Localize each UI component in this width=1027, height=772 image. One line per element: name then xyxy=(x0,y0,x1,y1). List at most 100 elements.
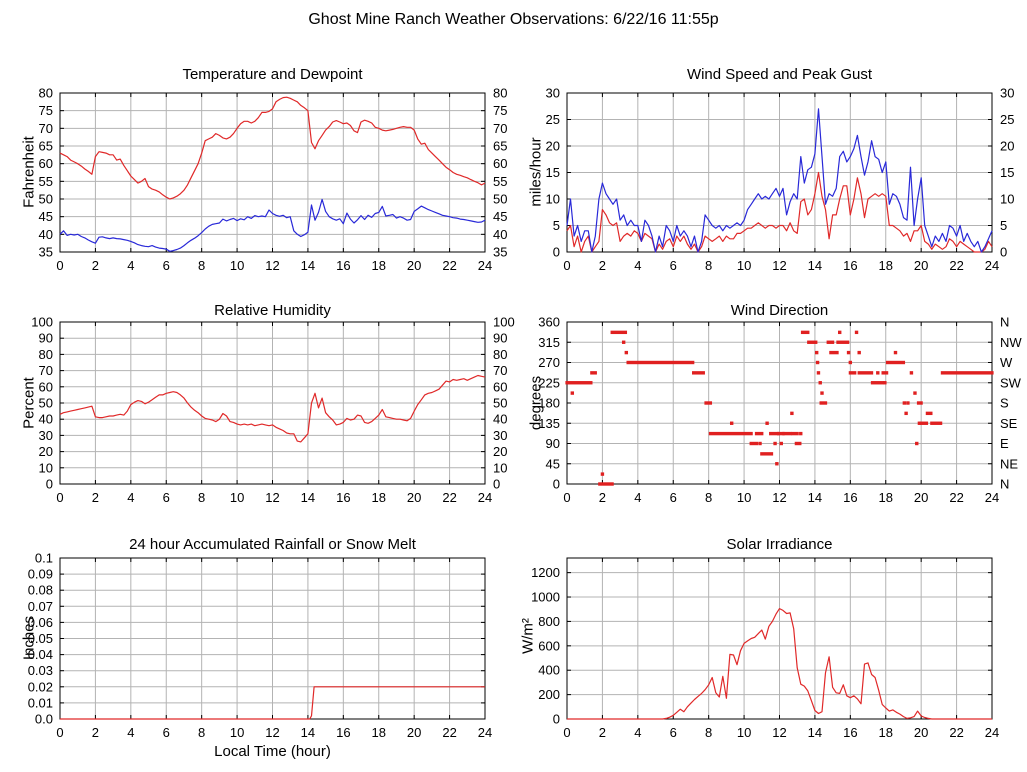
y-tick-label: 1200 xyxy=(531,565,560,580)
x-tick-label: 14 xyxy=(301,725,315,740)
y-tick-label-right: 30 xyxy=(1000,86,1014,101)
page-title: Ghost Mine Ranch Weather Observations: 6… xyxy=(308,11,719,28)
wind-direction-band xyxy=(925,411,933,416)
y-tick-label-right: 20 xyxy=(493,444,507,459)
x-tick-label: 22 xyxy=(442,258,456,273)
wind-direction-band xyxy=(940,371,994,375)
x-tick-label: 16 xyxy=(336,258,350,273)
wind-direction-point xyxy=(765,421,769,425)
y-tick-label: 0.01 xyxy=(28,695,53,710)
y-tick-label-right: 80 xyxy=(493,86,507,101)
y-tick-label: 65 xyxy=(39,139,53,154)
y-tick-label: 360 xyxy=(538,315,560,330)
y-tick-label: 10 xyxy=(546,192,560,207)
y-tick-label: 35 xyxy=(39,245,53,260)
y-tick-label: 180 xyxy=(538,396,560,411)
wind-direction-band xyxy=(754,431,764,436)
y-tick-label: 50 xyxy=(39,396,53,411)
y-tick-label: 80 xyxy=(39,347,53,362)
y-tick-label: 90 xyxy=(39,331,53,346)
x-tick-label: 2 xyxy=(92,490,99,505)
wind-direction-point xyxy=(854,330,859,335)
wind-direction-point xyxy=(600,472,605,476)
y-tick-label-right: 20 xyxy=(1000,139,1014,154)
x-tick-label: 8 xyxy=(705,725,712,740)
y-tick-label: 5 xyxy=(553,218,560,233)
x-tick-label: 18 xyxy=(372,725,386,740)
wind-direction-band xyxy=(782,431,792,436)
wind-direction-band xyxy=(836,340,850,344)
y-tick-label: 25 xyxy=(546,112,560,127)
y-tick-label-right: 65 xyxy=(493,139,507,154)
x-tick-label: 14 xyxy=(808,490,822,505)
y-tick-label: 15 xyxy=(546,165,560,180)
x-tick-label: 22 xyxy=(442,725,456,740)
wind-direction-point xyxy=(729,421,734,425)
y-tick-label: 50 xyxy=(39,192,53,207)
y-tick-label: 400 xyxy=(538,663,560,678)
wind-direction-point xyxy=(906,401,910,405)
wind-direction-point xyxy=(773,441,777,446)
wind-direction-band xyxy=(819,401,828,405)
y-tick-label: 0.02 xyxy=(28,679,53,694)
x-tick-label: 8 xyxy=(198,490,205,505)
compass-label: NW xyxy=(1000,335,1022,350)
wind-direction-point xyxy=(915,441,919,446)
wind-direction-band xyxy=(829,350,839,355)
x-tick-label: 18 xyxy=(879,490,893,505)
wind-direction-point xyxy=(818,381,822,385)
x-tick-label: 6 xyxy=(670,490,677,505)
x-tick-label: 24 xyxy=(478,725,492,740)
chart-title-wind: Wind Speed and Peak Gust xyxy=(686,66,873,83)
series-relative_humidity xyxy=(59,374,486,443)
x-tick-label: 14 xyxy=(808,725,822,740)
compass-label: E xyxy=(1000,436,1009,451)
y-tick-label-right: 100 xyxy=(493,315,515,330)
y-tick-label: 20 xyxy=(39,444,53,459)
y-tick-label-right: 35 xyxy=(493,245,507,260)
x-tick-label: 20 xyxy=(914,725,928,740)
y-tick-label-right: 70 xyxy=(493,363,507,378)
wind-direction-point xyxy=(904,411,908,416)
y-tick-label-right: 0 xyxy=(493,477,500,492)
x-tick-label: 20 xyxy=(407,725,421,740)
x-tick-label: 12 xyxy=(265,490,279,505)
y-tick-label: 315 xyxy=(538,335,560,350)
x-tick-label: 4 xyxy=(127,258,134,273)
y-tick-label-right: 45 xyxy=(493,209,507,224)
y-tick-label: 600 xyxy=(538,638,560,653)
y-tick-label: 1000 xyxy=(531,590,560,605)
x-tick-label: 10 xyxy=(737,725,751,740)
y-tick-label-right: 50 xyxy=(493,192,507,207)
y-tick-label-right: 90 xyxy=(493,331,507,346)
x-tick-label: 24 xyxy=(985,725,999,740)
y-tick-label: 0.03 xyxy=(28,663,53,678)
x-tick-label: 12 xyxy=(772,490,786,505)
x-tick-label: 0 xyxy=(563,725,570,740)
x-tick-label: 8 xyxy=(198,725,205,740)
wind-direction-band xyxy=(870,381,884,385)
x-tick-label: 20 xyxy=(407,490,421,505)
x-tick-label: 8 xyxy=(705,258,712,273)
x-tick-label: 16 xyxy=(336,725,350,740)
wind-direction-band xyxy=(598,482,614,486)
compass-label: S xyxy=(1000,396,1009,411)
y-tick-label-right: 50 xyxy=(493,396,507,411)
x-tick-label: 18 xyxy=(879,258,893,273)
x-tick-label: 12 xyxy=(772,258,786,273)
y-tick-label: 0 xyxy=(46,477,53,492)
wind-direction-band xyxy=(857,371,874,375)
wind-direction-band xyxy=(794,441,802,446)
wind-direction-point xyxy=(814,350,819,355)
x-tick-label: 16 xyxy=(843,725,857,740)
chart-solar-plot: 0 2 4 6 8 10 12 14 16 18 20 22 240200400600800100012… xyxy=(531,557,999,740)
series-peak_gust xyxy=(566,108,993,253)
y-tick-label: 0.08 xyxy=(28,583,53,598)
compass-label: W xyxy=(1000,355,1013,370)
wind-direction-band xyxy=(704,401,713,405)
wind-direction-band xyxy=(760,452,774,456)
x-tick-label: 6 xyxy=(163,258,170,273)
series-dewpoint xyxy=(59,198,486,252)
